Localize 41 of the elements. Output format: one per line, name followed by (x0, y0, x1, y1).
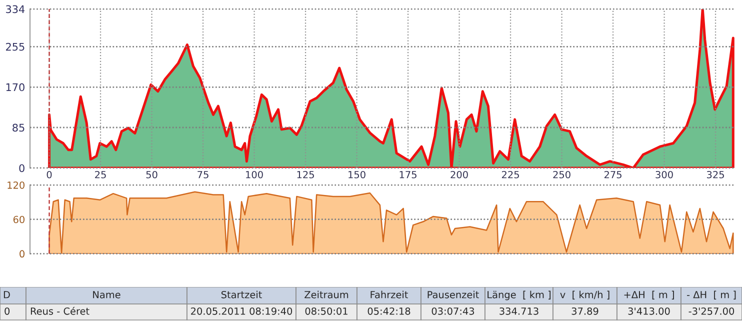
y-tick-label: 120 (8, 181, 24, 189)
x-tick-label: 25 (95, 170, 106, 178)
text: 37.89 (572, 307, 598, 315)
y-tick-label: 334 (6, 5, 25, 14)
x-tick-label: 75 (198, 171, 208, 178)
text: 20.05.2011 08:19:40 (191, 307, 292, 315)
y-tick-label: 85 (12, 124, 24, 132)
x-tick-label: 50 (146, 170, 158, 178)
text: 3'413.00 (628, 307, 670, 315)
y-tick-label: 170 (6, 83, 24, 92)
text: 05:42:18 (368, 307, 410, 315)
text: 08:50:01 (305, 307, 348, 315)
x-tick-label: 125 (297, 170, 314, 178)
text: Pausenzeit (428, 290, 479, 298)
text: Zeitraum (304, 290, 348, 298)
text: D (4, 291, 10, 298)
x-tick-label: 175 (400, 171, 416, 178)
x-tick-label: 250 (553, 170, 570, 178)
x-tick-label: 200 (450, 170, 468, 178)
text: - ΔH [ m ] (686, 290, 736, 300)
x-tick-label: 150 (348, 170, 366, 178)
y-tick-label: 0 (19, 164, 24, 172)
y-tick-label: 60 (13, 216, 24, 224)
text: Startzeit (221, 290, 262, 298)
text: Name (93, 291, 120, 298)
x-tick-label: 275 (604, 170, 622, 178)
x-tick-label: 300 (656, 170, 673, 178)
text: v [ km/h ] (560, 290, 610, 300)
x-tick-label: 225 (502, 170, 519, 178)
x-tick-label: 325 (706, 170, 724, 178)
text: Fahrzeit (370, 290, 408, 298)
text: -3'257.00 (688, 307, 734, 315)
text: Reus - Céret (30, 306, 90, 315)
text: Länge [ km ] (488, 290, 551, 300)
text: +ΔH [ m ] (624, 290, 674, 300)
y-tick-label: 255 (6, 42, 24, 51)
y-tick-label: 0 (20, 250, 24, 258)
x-tick-label: 0 (46, 170, 52, 178)
x-tick-label: 100 (246, 170, 263, 178)
text: 03:07:43 (432, 307, 474, 315)
text: 334.713 (500, 307, 538, 315)
